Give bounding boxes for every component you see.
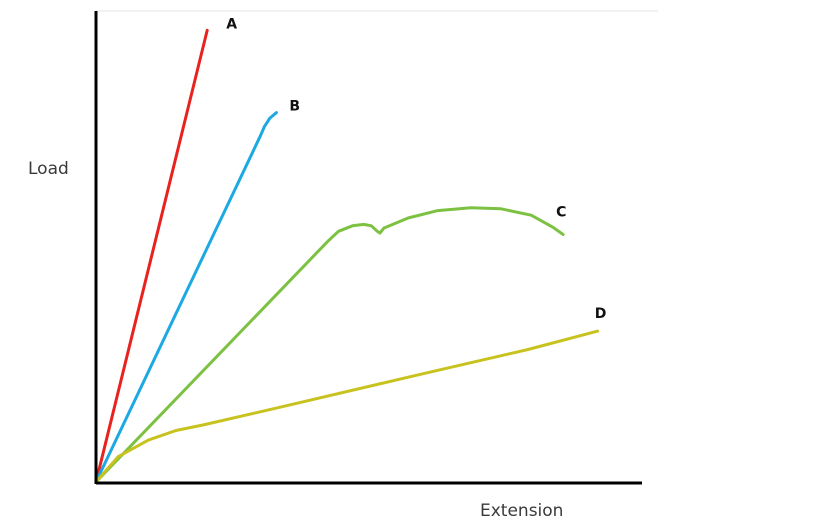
series-a-line [94,28,209,484]
series-d-label: D [595,306,607,322]
series-curves [94,28,600,484]
series-c-line [94,206,565,484]
series-b-line [94,111,278,484]
x-axis-title: Extension [480,501,563,521]
series-labels: A B C D [226,16,606,322]
series-c-label: C [556,205,566,221]
series-d-line [94,329,600,484]
series-a-label: A [226,16,237,32]
y-axis-title: Load [28,159,69,179]
series-b-label: B [289,99,300,115]
